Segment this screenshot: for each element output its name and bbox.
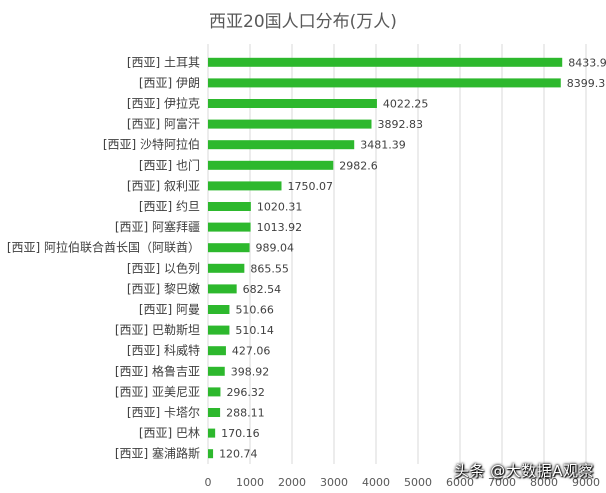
- bar: [208, 181, 282, 191]
- bar: [208, 284, 237, 294]
- x-tick-label: 3000: [320, 476, 348, 489]
- x-tick-label: 4000: [362, 476, 390, 489]
- category-label: [西亚] 叙利亚: [127, 179, 200, 193]
- data-label: 989.04: [256, 242, 295, 255]
- data-label: 3481.39: [360, 139, 406, 152]
- category-label: [西亚] 格鲁吉亚: [115, 363, 200, 378]
- x-axis-ticks: 0 1000 2000 3000 4000 5000 6000 7000 8000 9000: [205, 476, 601, 489]
- data-label: 1013.92: [257, 221, 303, 234]
- data-label: 3892.83: [377, 118, 423, 131]
- chart-title: 西亚20国人口分布(万人): [209, 12, 397, 32]
- data-label: 510.14: [235, 324, 274, 337]
- bar: [208, 243, 250, 253]
- x-tick-label: 7000: [488, 476, 516, 489]
- category-label: [西亚] 阿塞拜疆: [115, 219, 200, 234]
- bars: [208, 57, 563, 459]
- data-label: 8433.91: [568, 56, 606, 69]
- bar: [208, 140, 355, 150]
- bar: [208, 222, 251, 232]
- category-labels: [西亚] 土耳其 [西亚] 伊朗 [西亚] 伊拉克 [西亚] 阿富汗 [西亚] 沙特阿拉…: [7, 55, 200, 460]
- category-label: [西亚] 塞浦路斯: [115, 446, 200, 461]
- data-label: 288.11: [226, 407, 265, 420]
- data-label: 1020.31: [257, 201, 303, 214]
- data-label: 2982.6: [339, 159, 378, 172]
- x-tick-label: 5000: [404, 476, 432, 489]
- category-label: [西亚] 土耳其: [127, 55, 200, 69]
- bar: [208, 78, 561, 88]
- x-tick-label: 9000: [572, 476, 600, 489]
- value-labels: 8433.91 8399.3 4022.25 3892.83 3481.39 2982.6…: [219, 56, 606, 460]
- bar: [208, 263, 245, 273]
- bar: [208, 119, 372, 129]
- data-label: 427.06: [232, 345, 271, 358]
- bar: [208, 449, 214, 459]
- data-label: 8399.3: [567, 77, 606, 90]
- data-label: 120.74: [219, 448, 258, 461]
- bar: [208, 99, 377, 108]
- category-label: [西亚] 阿拉伯联合酋长国（阿联酋）: [7, 240, 200, 255]
- data-label: 865.55: [250, 262, 288, 275]
- gridlines: [207, 44, 587, 464]
- data-label: 4022.25: [383, 98, 429, 111]
- category-label: [西亚] 约旦: [139, 199, 200, 214]
- bar: [208, 408, 221, 417]
- category-label: [西亚] 黎巴嫩: [127, 282, 200, 296]
- data-label: 398.92: [231, 365, 270, 378]
- data-label: 170.16: [221, 427, 260, 440]
- x-tick-label: 6000: [446, 476, 474, 489]
- category-label: [西亚] 科威特: [127, 343, 200, 358]
- category-label: [西亚] 沙特阿拉伯: [103, 137, 200, 152]
- category-label: [西亚] 伊拉克: [127, 96, 200, 111]
- bar: [208, 57, 563, 67]
- category-label: [西亚] 亚美尼亚: [115, 385, 200, 399]
- x-tick-label: 1000: [236, 476, 264, 489]
- bar: [208, 160, 334, 170]
- bar: [208, 202, 251, 211]
- x-tick-label: 0: [205, 476, 212, 489]
- category-label: [西亚] 巴勒斯坦: [115, 323, 200, 337]
- bar: [208, 325, 230, 335]
- bar: [208, 366, 225, 376]
- data-label: 1750.07: [288, 180, 334, 193]
- x-tick-label: 8000: [530, 476, 558, 489]
- category-label: [西亚] 阿富汗: [127, 116, 200, 131]
- category-label: [西亚] 阿曼: [139, 303, 200, 317]
- bar: [208, 428, 216, 438]
- category-label: [西亚] 伊朗: [139, 76, 200, 90]
- bar: [208, 346, 226, 356]
- data-label: 296.32: [226, 386, 265, 399]
- category-label: [西亚] 巴林: [139, 426, 200, 440]
- category-label: [西亚] 也门: [139, 157, 200, 172]
- category-label: [西亚] 以色列: [127, 261, 200, 275]
- watermark: 头条 @大数据A观察: [453, 462, 594, 480]
- data-label: 510.66: [235, 304, 274, 317]
- bar: [208, 305, 230, 314]
- category-label: [西亚] 卡塔尔: [127, 405, 200, 420]
- data-label: 682.54: [243, 283, 282, 296]
- bar: [208, 387, 221, 397]
- x-tick-label: 2000: [278, 476, 306, 489]
